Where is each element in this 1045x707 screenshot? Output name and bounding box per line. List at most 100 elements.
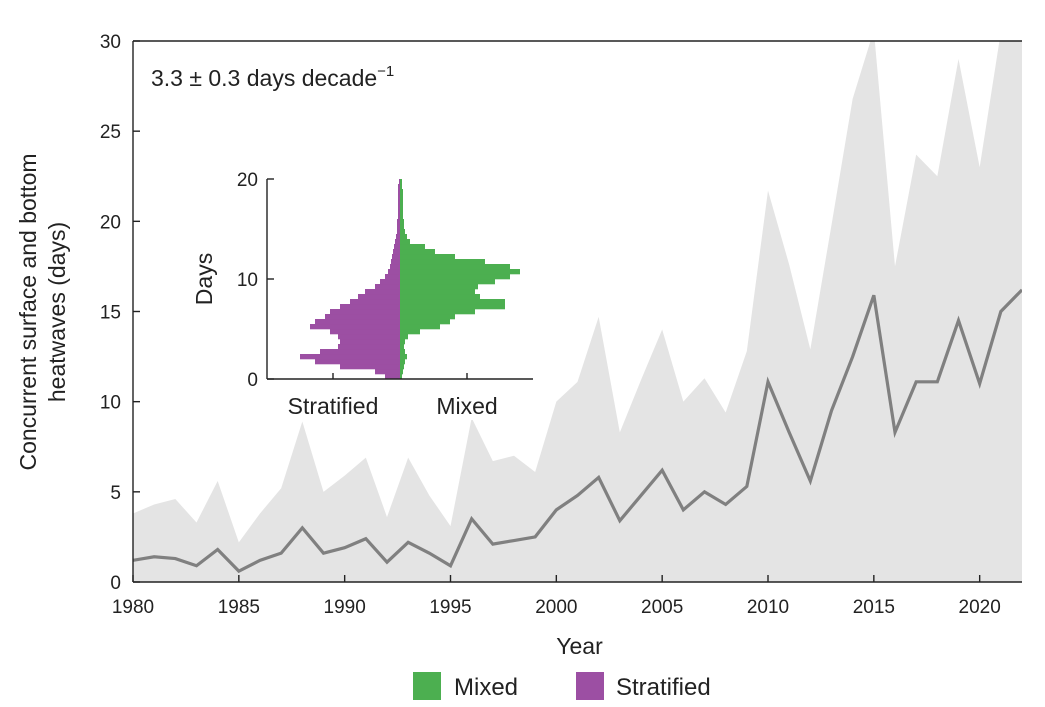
mixed-bar [400, 249, 435, 255]
stratified-bar [380, 279, 400, 285]
mixed-bar [400, 334, 408, 340]
x-axis-title: Year [556, 633, 603, 659]
mixed-bar [400, 239, 410, 245]
x-tick-label: 1980 [112, 597, 154, 618]
stratified-bar [385, 274, 400, 280]
mixed-bar [400, 284, 478, 290]
y-tick-label: 30 [100, 32, 121, 53]
mixed-bar [400, 294, 480, 300]
stratified-bar [397, 224, 400, 230]
mixed-bar [400, 309, 475, 315]
mixed-bar [400, 189, 403, 195]
stratified-bar [394, 244, 400, 250]
stratified-bar [375, 369, 400, 375]
stratified-bar [398, 209, 400, 215]
y-tick-label: 15 [100, 303, 121, 324]
mixed-bar [400, 324, 440, 330]
mixed-bar [400, 219, 404, 225]
mixed-bar [400, 274, 510, 280]
mixed-bar [400, 374, 402, 380]
stratified-bar [340, 339, 400, 345]
mixed-bar [400, 179, 402, 185]
legend-label-stratified: Stratified [616, 674, 711, 701]
mixed-bar [400, 264, 510, 270]
trend-annotation: 3.3 ± 0.3 days decade−1 [151, 63, 394, 91]
y-tick-label: 5 [110, 483, 121, 504]
mixed-bar [400, 234, 407, 240]
stratified-bar [390, 264, 400, 270]
mixed-bar [400, 369, 403, 375]
mixed-bar [400, 349, 405, 355]
stratified-bar [330, 309, 400, 315]
mixed-bar [400, 329, 420, 335]
mixed-bar [400, 344, 404, 350]
mixed-bar [400, 354, 407, 360]
mixed-bar [400, 299, 505, 305]
stratified-bar [392, 254, 400, 260]
stratified-bar [350, 299, 400, 305]
mixed-bar [400, 209, 403, 215]
mixed-bar [400, 199, 403, 205]
uncertainty-band [133, 41, 1022, 582]
stratified-bar [338, 344, 400, 350]
x-tick-label: 1995 [429, 597, 471, 618]
inset-x-label-stratified: Stratified [288, 393, 379, 419]
mean-line [133, 288, 1022, 574]
stratified-bar [358, 294, 400, 300]
stratified-bar [315, 359, 400, 365]
stratified-bar [398, 214, 400, 220]
x-tick-label: 1990 [324, 597, 366, 618]
x-tick-label: 2020 [959, 597, 1001, 618]
stratified-bar [315, 319, 400, 325]
mixed-bar [400, 319, 450, 325]
stratified-bar [385, 374, 400, 380]
inset-y-tick-label: 10 [237, 270, 258, 291]
stratified-bar [340, 364, 400, 370]
mixed-bar [400, 254, 455, 260]
inset-x-label-mixed: Mixed [436, 393, 497, 419]
legend-swatch-mixed [413, 672, 441, 700]
legend-label-mixed: Mixed [454, 674, 518, 701]
stratified-bar [398, 194, 400, 200]
mixed-bar [400, 224, 404, 230]
stratified-bar [340, 304, 400, 310]
mixed-bar [400, 279, 495, 285]
stratified-bar [310, 324, 400, 330]
y-tick-label: 20 [100, 212, 121, 233]
stratified-bar [395, 239, 400, 245]
y-axis-title: Concurrent surface and bottom heatwaves (… [15, 153, 70, 470]
stratified-bar [398, 199, 400, 205]
stratified-bar [388, 269, 400, 275]
mixed-bar [400, 204, 403, 210]
x-tick-label: 2010 [747, 597, 789, 618]
mixed-bar [400, 314, 455, 320]
mixed-bar [400, 359, 405, 365]
mixed-bar [400, 304, 505, 310]
stratified-bar [330, 329, 400, 335]
y-tick-label: 25 [100, 122, 121, 143]
x-tick-label: 1985 [218, 597, 260, 618]
stratified-bar [300, 354, 400, 360]
x-tick-label: 2015 [853, 597, 895, 618]
stratified-bar [398, 204, 400, 210]
mixed-bar [400, 364, 404, 370]
mixed-bar [400, 184, 402, 190]
stratified-bar [396, 234, 400, 240]
stratified-bar [338, 334, 400, 340]
mixed-bar [400, 289, 475, 295]
mixed-bar [400, 194, 403, 200]
stratified-bar [375, 284, 400, 290]
stratified-bar [397, 229, 400, 235]
inset-y-axis-title: Days [191, 253, 217, 305]
mixed-bar [400, 269, 520, 275]
stratified-bar [398, 189, 400, 195]
stratified-bar [399, 179, 400, 185]
mixed-bar [400, 244, 425, 250]
stratified-bar [397, 219, 400, 225]
legend-swatch-stratified [576, 672, 604, 700]
mixed-bar [400, 259, 485, 265]
y-tick-label: 0 [110, 573, 121, 594]
y-tick-label: 10 [100, 393, 121, 414]
x-tick-label: 2000 [535, 597, 577, 618]
